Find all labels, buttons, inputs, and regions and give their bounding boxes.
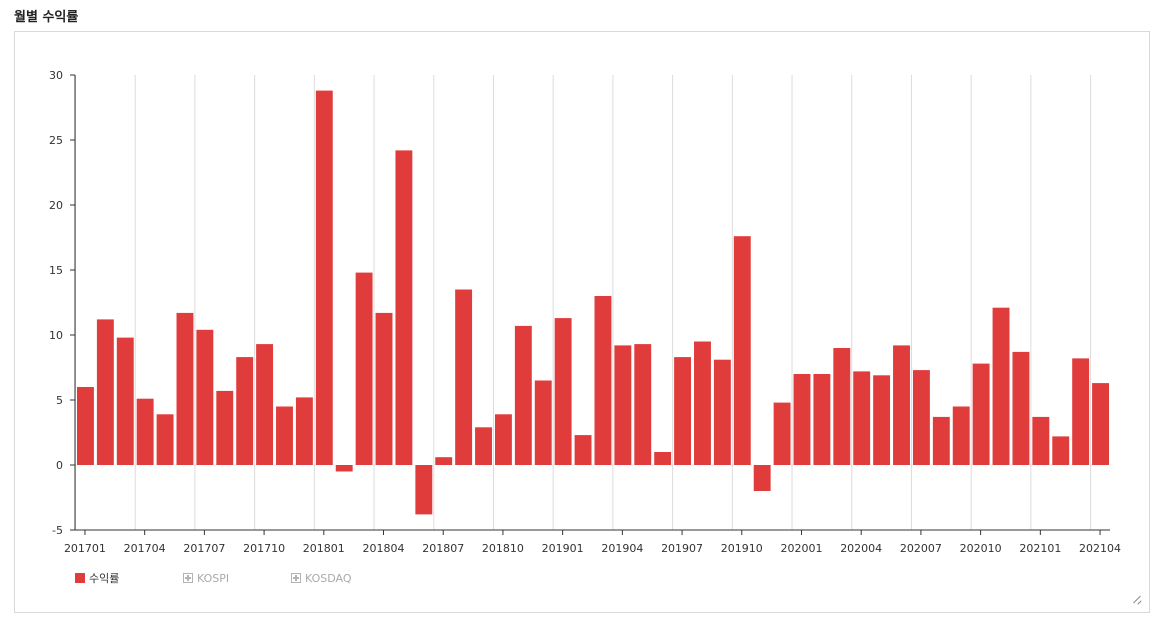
- bar-201703[interactable]: [116, 337, 134, 465]
- bar-201806[interactable]: [415, 465, 433, 515]
- bar-202001[interactable]: [793, 374, 811, 465]
- y-tick-label: 20: [49, 199, 63, 212]
- bar-201910[interactable]: [733, 236, 751, 465]
- bar-201704[interactable]: [136, 398, 154, 465]
- chart-panel: -5 0 5 10 15 20 25 30 201701 201704 201707 201710 20…: [14, 31, 1150, 613]
- bar-201812[interactable]: [534, 380, 552, 466]
- bar-201702[interactable]: [96, 319, 114, 465]
- bar-202103[interactable]: [1072, 358, 1090, 465]
- legend-item-return[interactable]: 수익률: [75, 570, 183, 586]
- bar-201905[interactable]: [634, 344, 652, 465]
- bar-201807[interactable]: [435, 457, 453, 465]
- bar-202008[interactable]: [932, 416, 950, 465]
- x-tick-label: 201707: [183, 542, 225, 555]
- x-tick-label: 202010: [960, 542, 1002, 555]
- bar-201707[interactable]: [196, 329, 214, 465]
- x-tick-label: 201710: [243, 542, 285, 555]
- monthly-return-chart: -5 0 5 10 15 20 25 30 201701 201704 201707 201710 20…: [49, 69, 1121, 555]
- bar-201811[interactable]: [514, 325, 532, 465]
- bar-202101[interactable]: [1032, 416, 1050, 465]
- bar-202004[interactable]: [853, 371, 871, 465]
- legend-toggle-icon: [291, 573, 301, 583]
- y-tick-label: 15: [49, 264, 63, 277]
- bar-201809[interactable]: [475, 427, 492, 465]
- x-tick-label: 201810: [482, 542, 524, 555]
- x-tick-label: 201910: [721, 542, 763, 555]
- bar-201906[interactable]: [654, 452, 672, 465]
- legend-item-kospi[interactable]: KOSPI: [183, 572, 291, 585]
- bar-201909[interactable]: [713, 359, 731, 465]
- x-tick-label: 201807: [422, 542, 464, 555]
- y-tick-label: 25: [49, 134, 63, 147]
- y-tick-label: 30: [49, 69, 63, 82]
- bar-201901[interactable]: [554, 318, 572, 465]
- bar-202006[interactable]: [893, 345, 910, 465]
- x-tick-label: 202104: [1079, 542, 1121, 555]
- legend-label-return: 수익률: [89, 572, 120, 585]
- chart-legend: 수익률 KOSPI KOSDAQ: [75, 570, 352, 586]
- legend-toggle-icon: [183, 573, 193, 583]
- x-tick-label: 201907: [661, 542, 703, 555]
- x-tick-label: 201701: [64, 542, 106, 555]
- x-tick-label: 202001: [780, 542, 822, 555]
- resize-handle-icon[interactable]: [1131, 594, 1141, 604]
- bar-202002[interactable]: [813, 374, 831, 465]
- bar-201802[interactable]: [335, 465, 353, 472]
- y-tick-label: 10: [49, 329, 63, 342]
- bar-201706[interactable]: [176, 312, 194, 465]
- legend-label-kosdaq: KOSDAQ: [305, 571, 352, 585]
- bar-201808[interactable]: [455, 289, 473, 466]
- grid-lines: [75, 75, 1092, 530]
- bar-201810[interactable]: [494, 414, 512, 465]
- bar-202007[interactable]: [912, 370, 930, 465]
- x-tick-label: 201804: [363, 542, 405, 555]
- x-tick-label: 201901: [542, 542, 584, 555]
- bar-201805[interactable]: [395, 150, 413, 465]
- bar-201911[interactable]: [753, 465, 771, 491]
- bar-202005[interactable]: [873, 375, 891, 465]
- legend-item-kosdaq[interactable]: KOSDAQ: [291, 572, 352, 585]
- bar-201708[interactable]: [216, 390, 234, 465]
- bar-201705[interactable]: [156, 414, 174, 465]
- bar-202104[interactable]: [1092, 383, 1109, 465]
- bar-202010[interactable]: [972, 363, 990, 465]
- x-tick-label: 201801: [303, 542, 345, 555]
- bars: [77, 90, 1109, 515]
- bar-201902[interactable]: [574, 435, 592, 465]
- bar-202003[interactable]: [833, 348, 851, 465]
- bar-201710[interactable]: [256, 344, 274, 465]
- bar-201711[interactable]: [276, 406, 293, 466]
- bar-201908[interactable]: [694, 341, 711, 466]
- bar-201804[interactable]: [375, 312, 393, 465]
- bar-201803[interactable]: [355, 272, 373, 465]
- bar-201903[interactable]: [594, 296, 612, 465]
- bar-201907[interactable]: [674, 357, 692, 465]
- bar-201709[interactable]: [236, 357, 254, 465]
- bar-201904[interactable]: [614, 345, 632, 465]
- axes: -5 0 5 10 15 20 25 30 201701 201704 201707 201710 20…: [49, 69, 1121, 555]
- bar-202011[interactable]: [992, 307, 1010, 465]
- x-tick-label: 202101: [1019, 542, 1061, 555]
- bar-202102[interactable]: [1052, 436, 1070, 465]
- bar-201701[interactable]: [77, 387, 94, 465]
- legend-label-kospi: KOSPI: [197, 571, 230, 585]
- x-tick-label: 201904: [601, 542, 643, 555]
- bar-201801[interactable]: [315, 90, 333, 465]
- bar-202009[interactable]: [952, 406, 970, 466]
- x-tick-label: 202004: [840, 542, 882, 555]
- y-tick-label: 5: [56, 394, 63, 407]
- bar-201712[interactable]: [295, 397, 313, 465]
- bar-201912[interactable]: [773, 402, 791, 465]
- bar-202012[interactable]: [1012, 351, 1030, 465]
- legend-swatch-return: [75, 573, 85, 583]
- y-tick-label: -5: [52, 524, 63, 537]
- x-tick-label: 202007: [900, 542, 942, 555]
- y-tick-label: 0: [56, 459, 63, 472]
- x-tick-label: 201704: [124, 542, 166, 555]
- page-title: 월별 수익률: [14, 10, 79, 25]
